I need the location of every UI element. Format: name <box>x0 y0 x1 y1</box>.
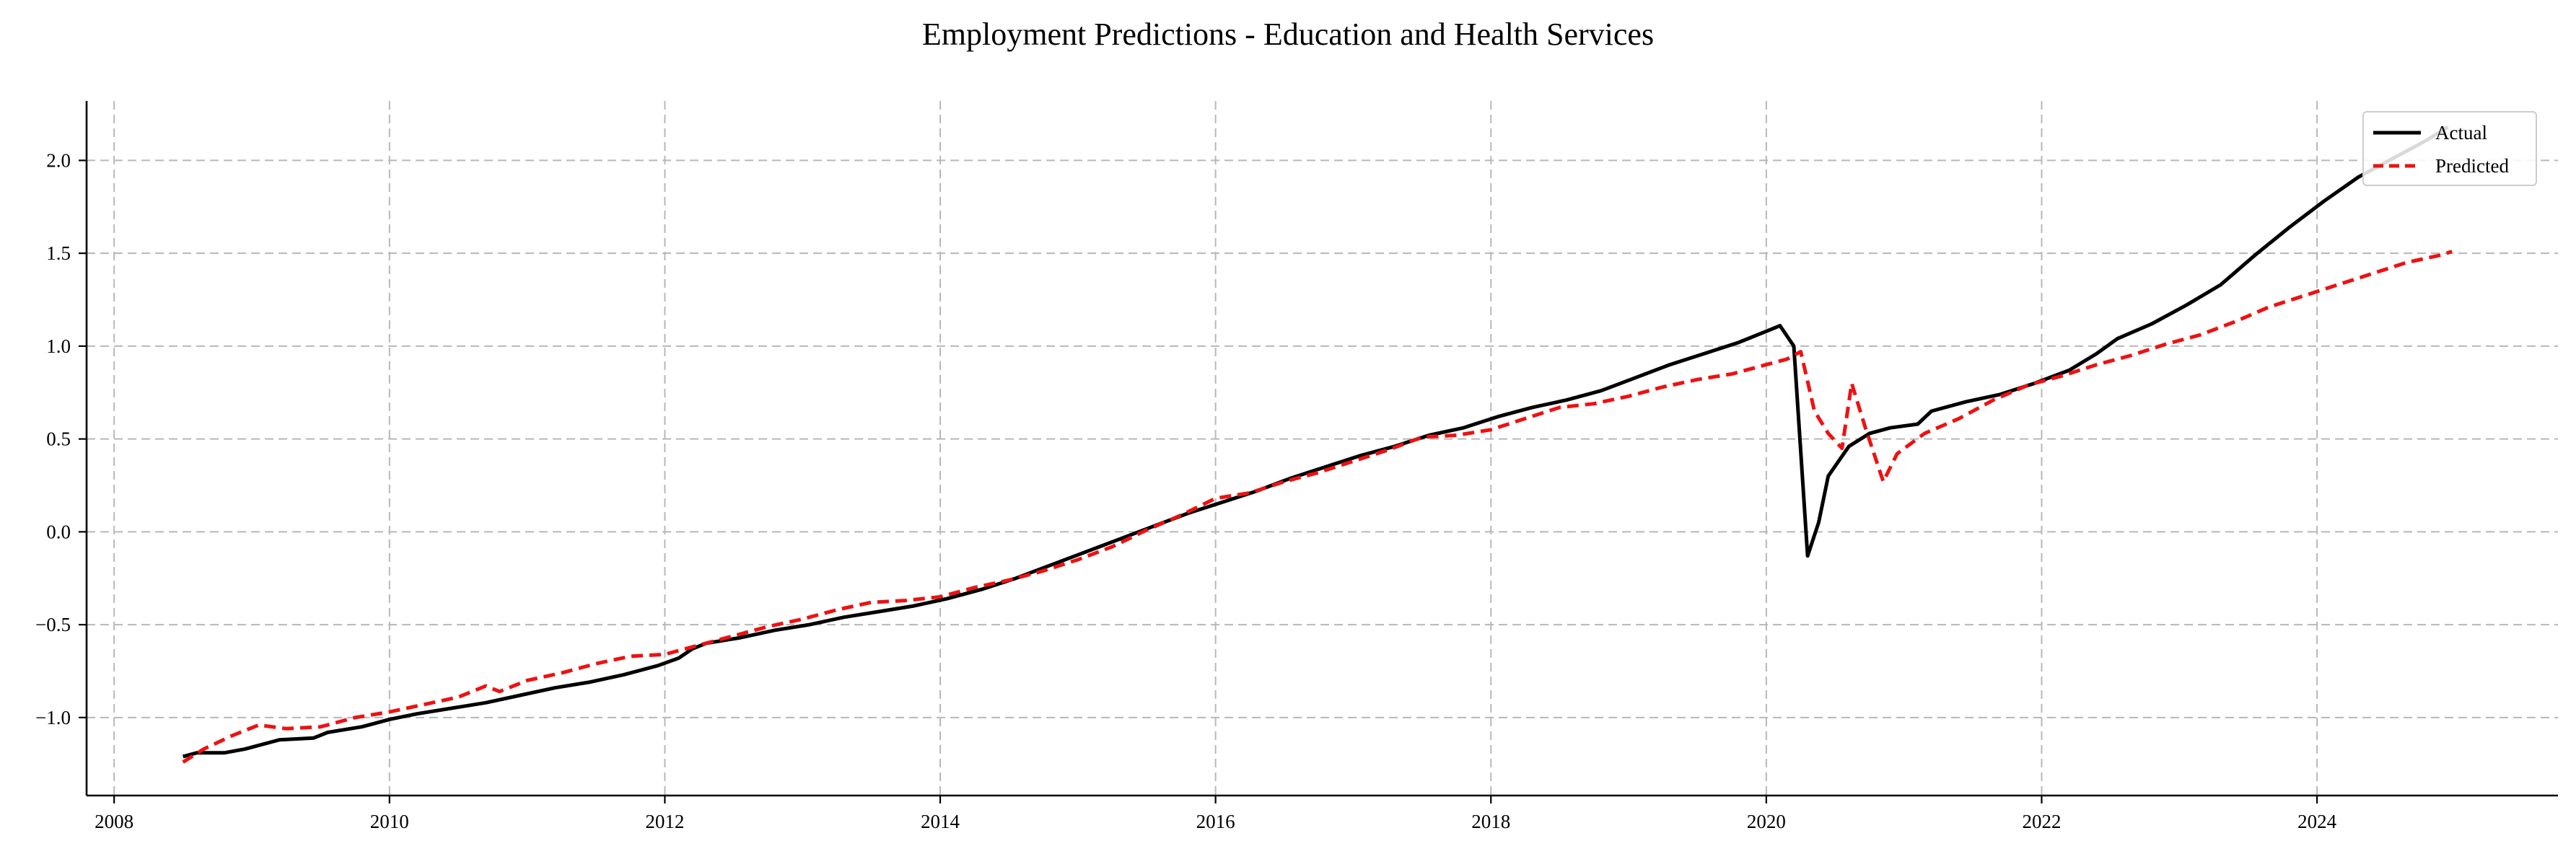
x-tick-label: 2014 <box>921 811 960 832</box>
legend-label-actual: Actual <box>2435 122 2487 144</box>
y-tick-label: 1.0 <box>46 335 71 357</box>
y-tick-label: 0.5 <box>46 428 71 450</box>
legend-label-predicted: Predicted <box>2435 155 2509 177</box>
grid <box>87 101 2558 796</box>
series-line-actual <box>182 125 2449 759</box>
x-tick-label: 2022 <box>2022 811 2061 832</box>
x-tick-label: 2016 <box>1196 811 1235 832</box>
series-line-predicted <box>182 250 2453 764</box>
chart-title: Employment Predictions - Education and H… <box>922 17 1654 52</box>
x-tick-label: 2012 <box>645 811 684 832</box>
x-tick-label: 2008 <box>95 811 133 832</box>
y-tick-label: −0.5 <box>35 614 71 635</box>
x-tick-label: 2024 <box>2297 811 2337 832</box>
axes <box>85 101 2558 797</box>
y-tick-label: 1.5 <box>46 242 71 264</box>
y-tick-label: −1.0 <box>35 707 71 728</box>
x-tick-label: 2018 <box>1471 811 1510 832</box>
legend: Actual Predicted <box>2362 111 2537 186</box>
ticks: 2008 2010 2012 2014 2016 2018 2020 2022 2024 −1.0… <box>35 149 2337 832</box>
y-tick-label: 0.0 <box>46 521 71 542</box>
x-tick-label: 2010 <box>370 811 409 832</box>
series <box>182 125 2453 764</box>
x-tick-label: 2020 <box>1747 811 1786 832</box>
y-tick-label: 2.0 <box>46 149 71 171</box>
